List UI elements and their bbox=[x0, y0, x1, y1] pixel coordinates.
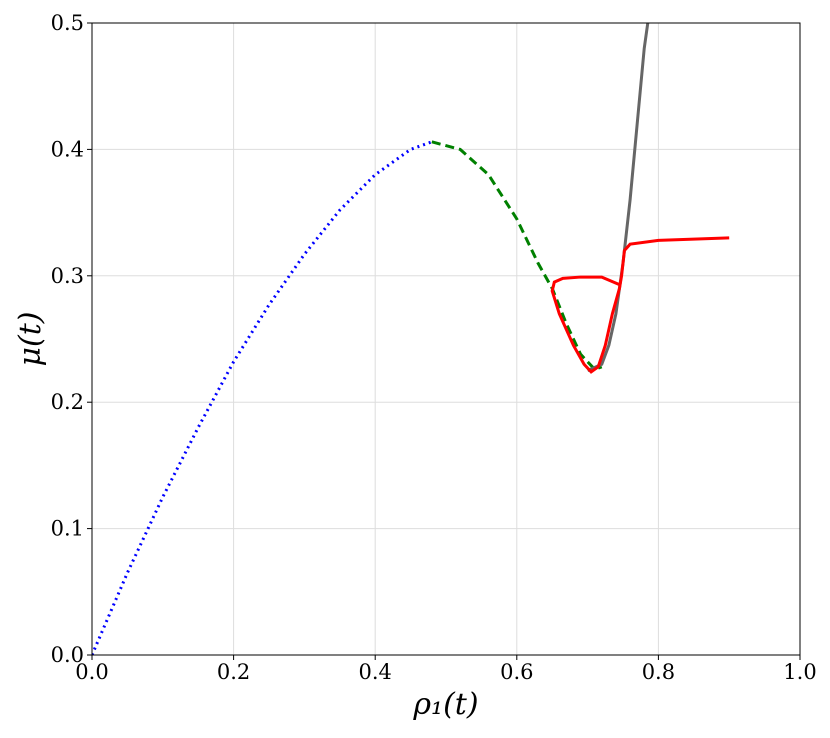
x-tick-label: 0.6 bbox=[500, 660, 533, 684]
y-tick-label: 0.2 bbox=[51, 390, 84, 414]
x-tick-label: 0.2 bbox=[217, 660, 250, 684]
y-tick-label: 0.4 bbox=[51, 137, 84, 161]
series-line bbox=[550, 236, 730, 374]
series-line bbox=[431, 140, 603, 372]
y-tick-label: 0.0 bbox=[51, 643, 84, 667]
y-tick-label: 0.3 bbox=[51, 264, 84, 288]
y-tick-label: 0.5 bbox=[51, 11, 84, 35]
x-tick-label: 0.4 bbox=[358, 660, 391, 684]
x-tick-label: 0.0 bbox=[75, 660, 108, 684]
x-axis-title: ρ₁(t) bbox=[412, 687, 478, 722]
y-tick-label: 0.1 bbox=[51, 517, 84, 541]
plot-frame bbox=[91, 22, 801, 656]
x-tick-label: 0.8 bbox=[642, 660, 675, 684]
series-line bbox=[92, 140, 433, 655]
x-tick-label: 1.0 bbox=[783, 660, 816, 684]
y-axis-title: μ(t) bbox=[13, 312, 48, 367]
series-line bbox=[586, 23, 650, 372]
